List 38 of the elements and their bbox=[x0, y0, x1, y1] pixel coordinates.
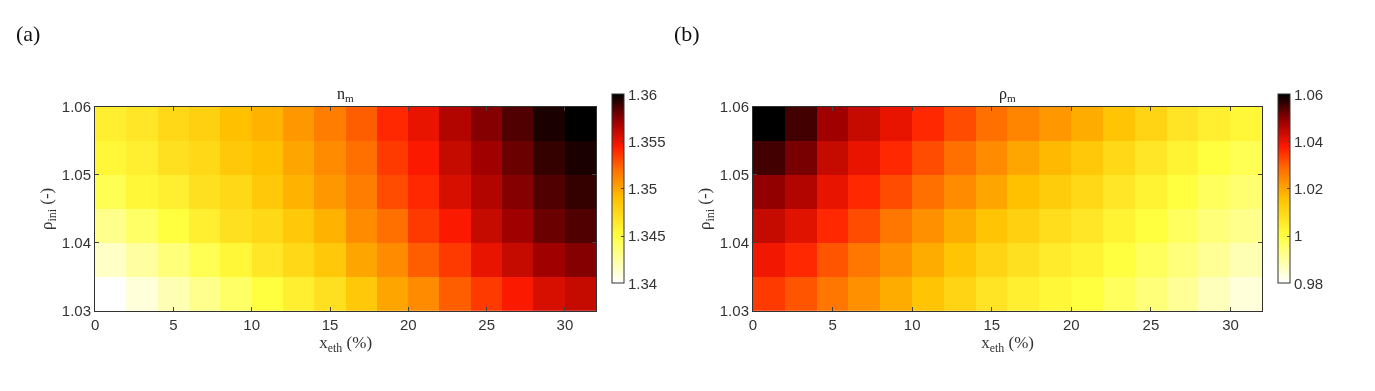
chart-title: ρ$_{m}$ bbox=[999, 85, 1016, 105]
color-bar-label: 1.345 bbox=[628, 227, 666, 245]
x-tick-label: 10 bbox=[903, 316, 921, 334]
x-tick-label: 5 bbox=[169, 316, 178, 334]
y-tick-label: 1.03 bbox=[61, 302, 92, 320]
x-tick-label: 30 bbox=[556, 316, 574, 334]
text: (a) bbox=[16, 21, 41, 46]
x-tick-label: 15 bbox=[983, 316, 1001, 334]
y-tick-label: 1.04 bbox=[719, 234, 749, 252]
color-bar-label: 0.98 bbox=[1294, 274, 1324, 292]
x-tick-label: 20 bbox=[399, 316, 417, 334]
y-tick-label: 1.03 bbox=[719, 302, 749, 320]
x-tick-label: 25 bbox=[1142, 316, 1160, 334]
y-tick-label: 1.05 bbox=[61, 166, 92, 184]
y-tick-label: 1.04 bbox=[61, 234, 92, 252]
color-bar-label: 1.355 bbox=[628, 132, 666, 150]
x-tick-label: 10 bbox=[243, 316, 261, 334]
color-bar-label: 1.35 bbox=[628, 180, 658, 198]
x-tick-label: 15 bbox=[321, 316, 339, 334]
x-tick-label: 30 bbox=[1222, 316, 1239, 334]
color-bar-label: 1.36 bbox=[628, 85, 658, 103]
color-bar-label: 1 bbox=[1294, 227, 1303, 245]
x-axis-title: x$_{eth}$ (%) bbox=[319, 333, 373, 356]
text: (b) bbox=[674, 21, 700, 46]
chart-title: n$_{m}$ bbox=[337, 85, 354, 105]
x-tick-label: 5 bbox=[828, 316, 837, 334]
y-tick-label: 1.06 bbox=[719, 98, 749, 116]
color-bar-label: 1.06 bbox=[1294, 85, 1324, 103]
x-tick-label: 25 bbox=[478, 316, 495, 334]
x-tick-label: 0 bbox=[748, 316, 758, 334]
color-bar-label: 1.02 bbox=[1294, 180, 1324, 198]
x-tick-label: 20 bbox=[1062, 316, 1080, 334]
color-bar-label: 1.34 bbox=[628, 274, 658, 292]
y-tick-label: 1.05 bbox=[719, 166, 749, 184]
x-tick-label: 0 bbox=[90, 316, 100, 334]
x-axis-title: x$_{eth}$ (%) bbox=[981, 333, 1035, 356]
color-bar-label: 1.04 bbox=[1294, 132, 1324, 150]
y-tick-label: 1.06 bbox=[61, 98, 92, 116]
